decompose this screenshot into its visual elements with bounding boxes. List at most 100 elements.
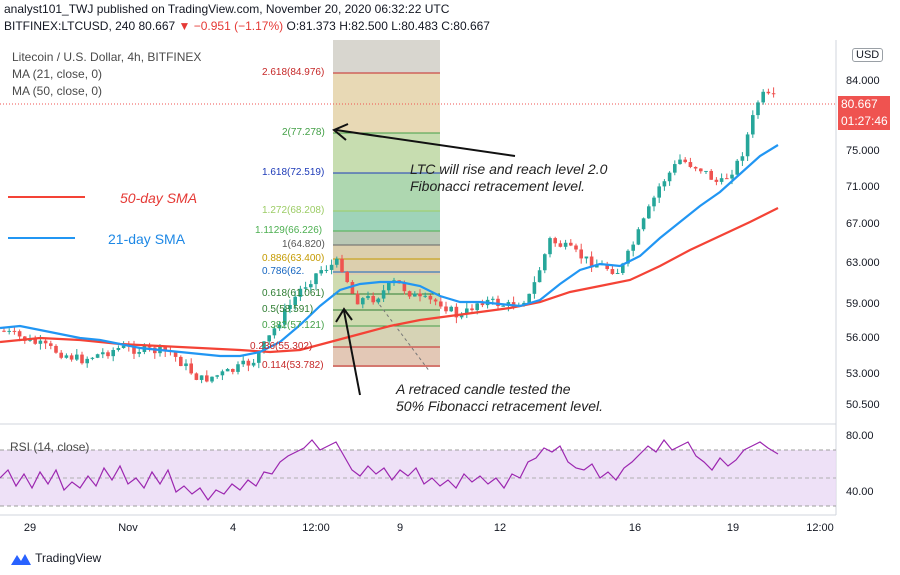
candle-body xyxy=(459,314,464,318)
candle-body xyxy=(236,364,240,372)
currency-button[interactable]: USD xyxy=(852,48,884,62)
candle-body xyxy=(277,324,282,329)
time-label: Nov xyxy=(118,522,138,534)
candle-body xyxy=(641,218,646,230)
candle-body xyxy=(745,134,750,157)
sma50-label: 50-day SMA xyxy=(120,190,198,206)
candle-body xyxy=(85,358,89,364)
candle-body xyxy=(657,186,661,198)
symbol-info: BITFINEX:LTCUSD, 240 80.667 xyxy=(4,19,176,33)
candle-body xyxy=(584,256,589,259)
candle-body xyxy=(699,168,703,172)
candle-body xyxy=(678,159,682,165)
price-chart[interactable] xyxy=(0,36,900,541)
candle-body xyxy=(423,295,427,297)
annotation-top: LTC will rise and reach level 2.0 Fibona… xyxy=(410,161,607,195)
candle-body xyxy=(574,245,578,250)
candle-body xyxy=(324,269,329,271)
rsi-line xyxy=(0,438,779,502)
ma50-legend: MA (50, close, 0) xyxy=(12,84,103,98)
candle-body xyxy=(33,338,37,344)
candle-body xyxy=(532,282,537,294)
candle-body xyxy=(381,290,386,299)
candle-body xyxy=(376,298,381,303)
time-label: 29 xyxy=(23,522,37,534)
candle-body xyxy=(90,357,95,359)
fib-level-label: 0.618(61.061) xyxy=(262,288,325,299)
candle-body xyxy=(116,347,121,350)
rsi-label-80: 80.00 xyxy=(846,430,874,442)
candle-body xyxy=(132,346,136,354)
fib-level-label: 0.786(62. xyxy=(262,266,305,277)
candle-body xyxy=(366,296,370,299)
candle-body xyxy=(714,179,719,182)
fib-level-label: 0.5(58.591) xyxy=(262,304,314,315)
candle-body xyxy=(667,172,672,182)
fib-level-label: 1(64.820) xyxy=(282,239,325,250)
candle-body xyxy=(267,335,271,342)
candle-body xyxy=(735,160,739,175)
price-label: 53.000 xyxy=(846,368,880,380)
candle-body xyxy=(605,264,609,270)
ma21-line xyxy=(0,144,779,358)
candle-body xyxy=(553,238,557,244)
candle-body xyxy=(433,299,438,302)
time-label: 9 xyxy=(396,522,404,534)
candle-body xyxy=(106,352,110,357)
price-label: 50.500 xyxy=(846,399,880,411)
fibonacci-extension-box[interactable] xyxy=(333,40,440,373)
candle-body xyxy=(652,197,656,207)
candle-body xyxy=(69,355,74,360)
time-label: 16 xyxy=(628,522,642,534)
candle-body xyxy=(491,298,495,300)
annotation-bottom-line1: A retraced candle tested the xyxy=(396,381,571,397)
candle-body xyxy=(101,352,105,355)
candle-body xyxy=(173,351,178,357)
candle-body xyxy=(569,242,573,246)
candle-body xyxy=(257,352,261,363)
candle-body xyxy=(210,376,214,382)
candle-body xyxy=(361,298,365,305)
candle-body xyxy=(709,170,713,180)
candle-body xyxy=(662,181,667,187)
brand-name: TradingView xyxy=(35,551,102,565)
fib-level-label: 0.236(55.302) xyxy=(250,341,313,352)
candle-body xyxy=(751,115,755,135)
candle-body xyxy=(558,243,563,247)
candle-body xyxy=(444,306,448,312)
candle-body xyxy=(480,303,485,306)
candle-body xyxy=(163,346,167,352)
price-label: 75.000 xyxy=(846,145,880,157)
ohlc-values: O:81.373 H:82.500 L:80.483 C:80.667 xyxy=(286,19,490,33)
candle-body xyxy=(54,345,58,353)
candle-body xyxy=(298,288,303,297)
tradingview-logo-icon xyxy=(11,553,31,565)
candle-body xyxy=(293,296,297,305)
candle-body xyxy=(43,340,48,344)
candle-body xyxy=(12,330,17,332)
candle-body xyxy=(548,238,552,255)
candle-body xyxy=(756,102,760,116)
candle-body xyxy=(220,371,225,376)
candle-body xyxy=(579,249,583,259)
candle-body xyxy=(179,356,183,367)
price-label: 84.000 xyxy=(846,75,880,87)
candle-body xyxy=(189,363,193,374)
candle-body xyxy=(413,293,417,297)
tradingview-footer[interactable]: TradingView xyxy=(10,551,101,566)
candle-body xyxy=(647,206,651,219)
candle-body xyxy=(631,244,635,251)
ma50-line xyxy=(0,207,779,354)
candle-body xyxy=(761,91,765,103)
time-label: 4 xyxy=(229,522,237,534)
candle-body xyxy=(683,159,687,163)
fib-level-label: 0.114(53.782) xyxy=(262,360,324,371)
candle-body xyxy=(251,362,256,366)
sma21-label: 21-day SMA xyxy=(108,231,186,247)
ma21-legend: MA (21, close, 0) xyxy=(12,67,103,81)
candle-body xyxy=(428,295,433,300)
candle-body xyxy=(95,354,100,358)
candle-body xyxy=(766,91,771,94)
annotation-arrow-bottom xyxy=(343,310,361,396)
time-label: 12 xyxy=(493,522,507,534)
